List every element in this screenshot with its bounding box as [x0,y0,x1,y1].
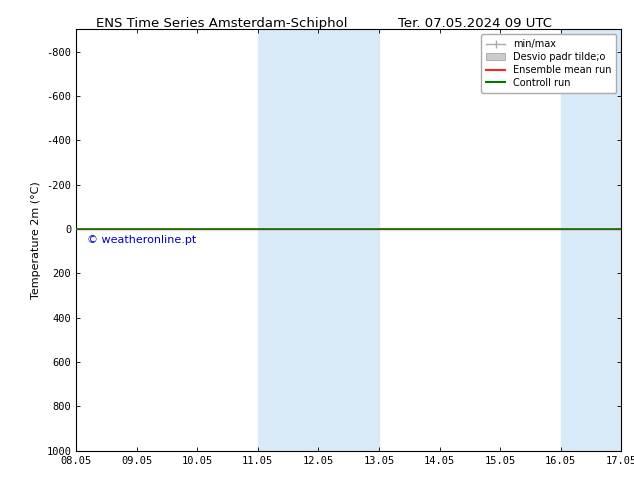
Bar [560,29,621,451]
Legend: min/max, Desvio padr tilde;o, Ensemble mean run, Controll run: min/max, Desvio padr tilde;o, Ensemble m… [481,34,616,93]
Bar [258,29,379,451]
Text: © weatheronline.pt: © weatheronline.pt [87,235,197,245]
Text: Ter. 07.05.2024 09 UTC: Ter. 07.05.2024 09 UTC [399,17,552,30]
Text: ENS Time Series Amsterdam-Schiphol: ENS Time Series Amsterdam-Schiphol [96,17,347,30]
Y-axis label: Temperature 2m (°C): Temperature 2m (°C) [30,181,41,299]
